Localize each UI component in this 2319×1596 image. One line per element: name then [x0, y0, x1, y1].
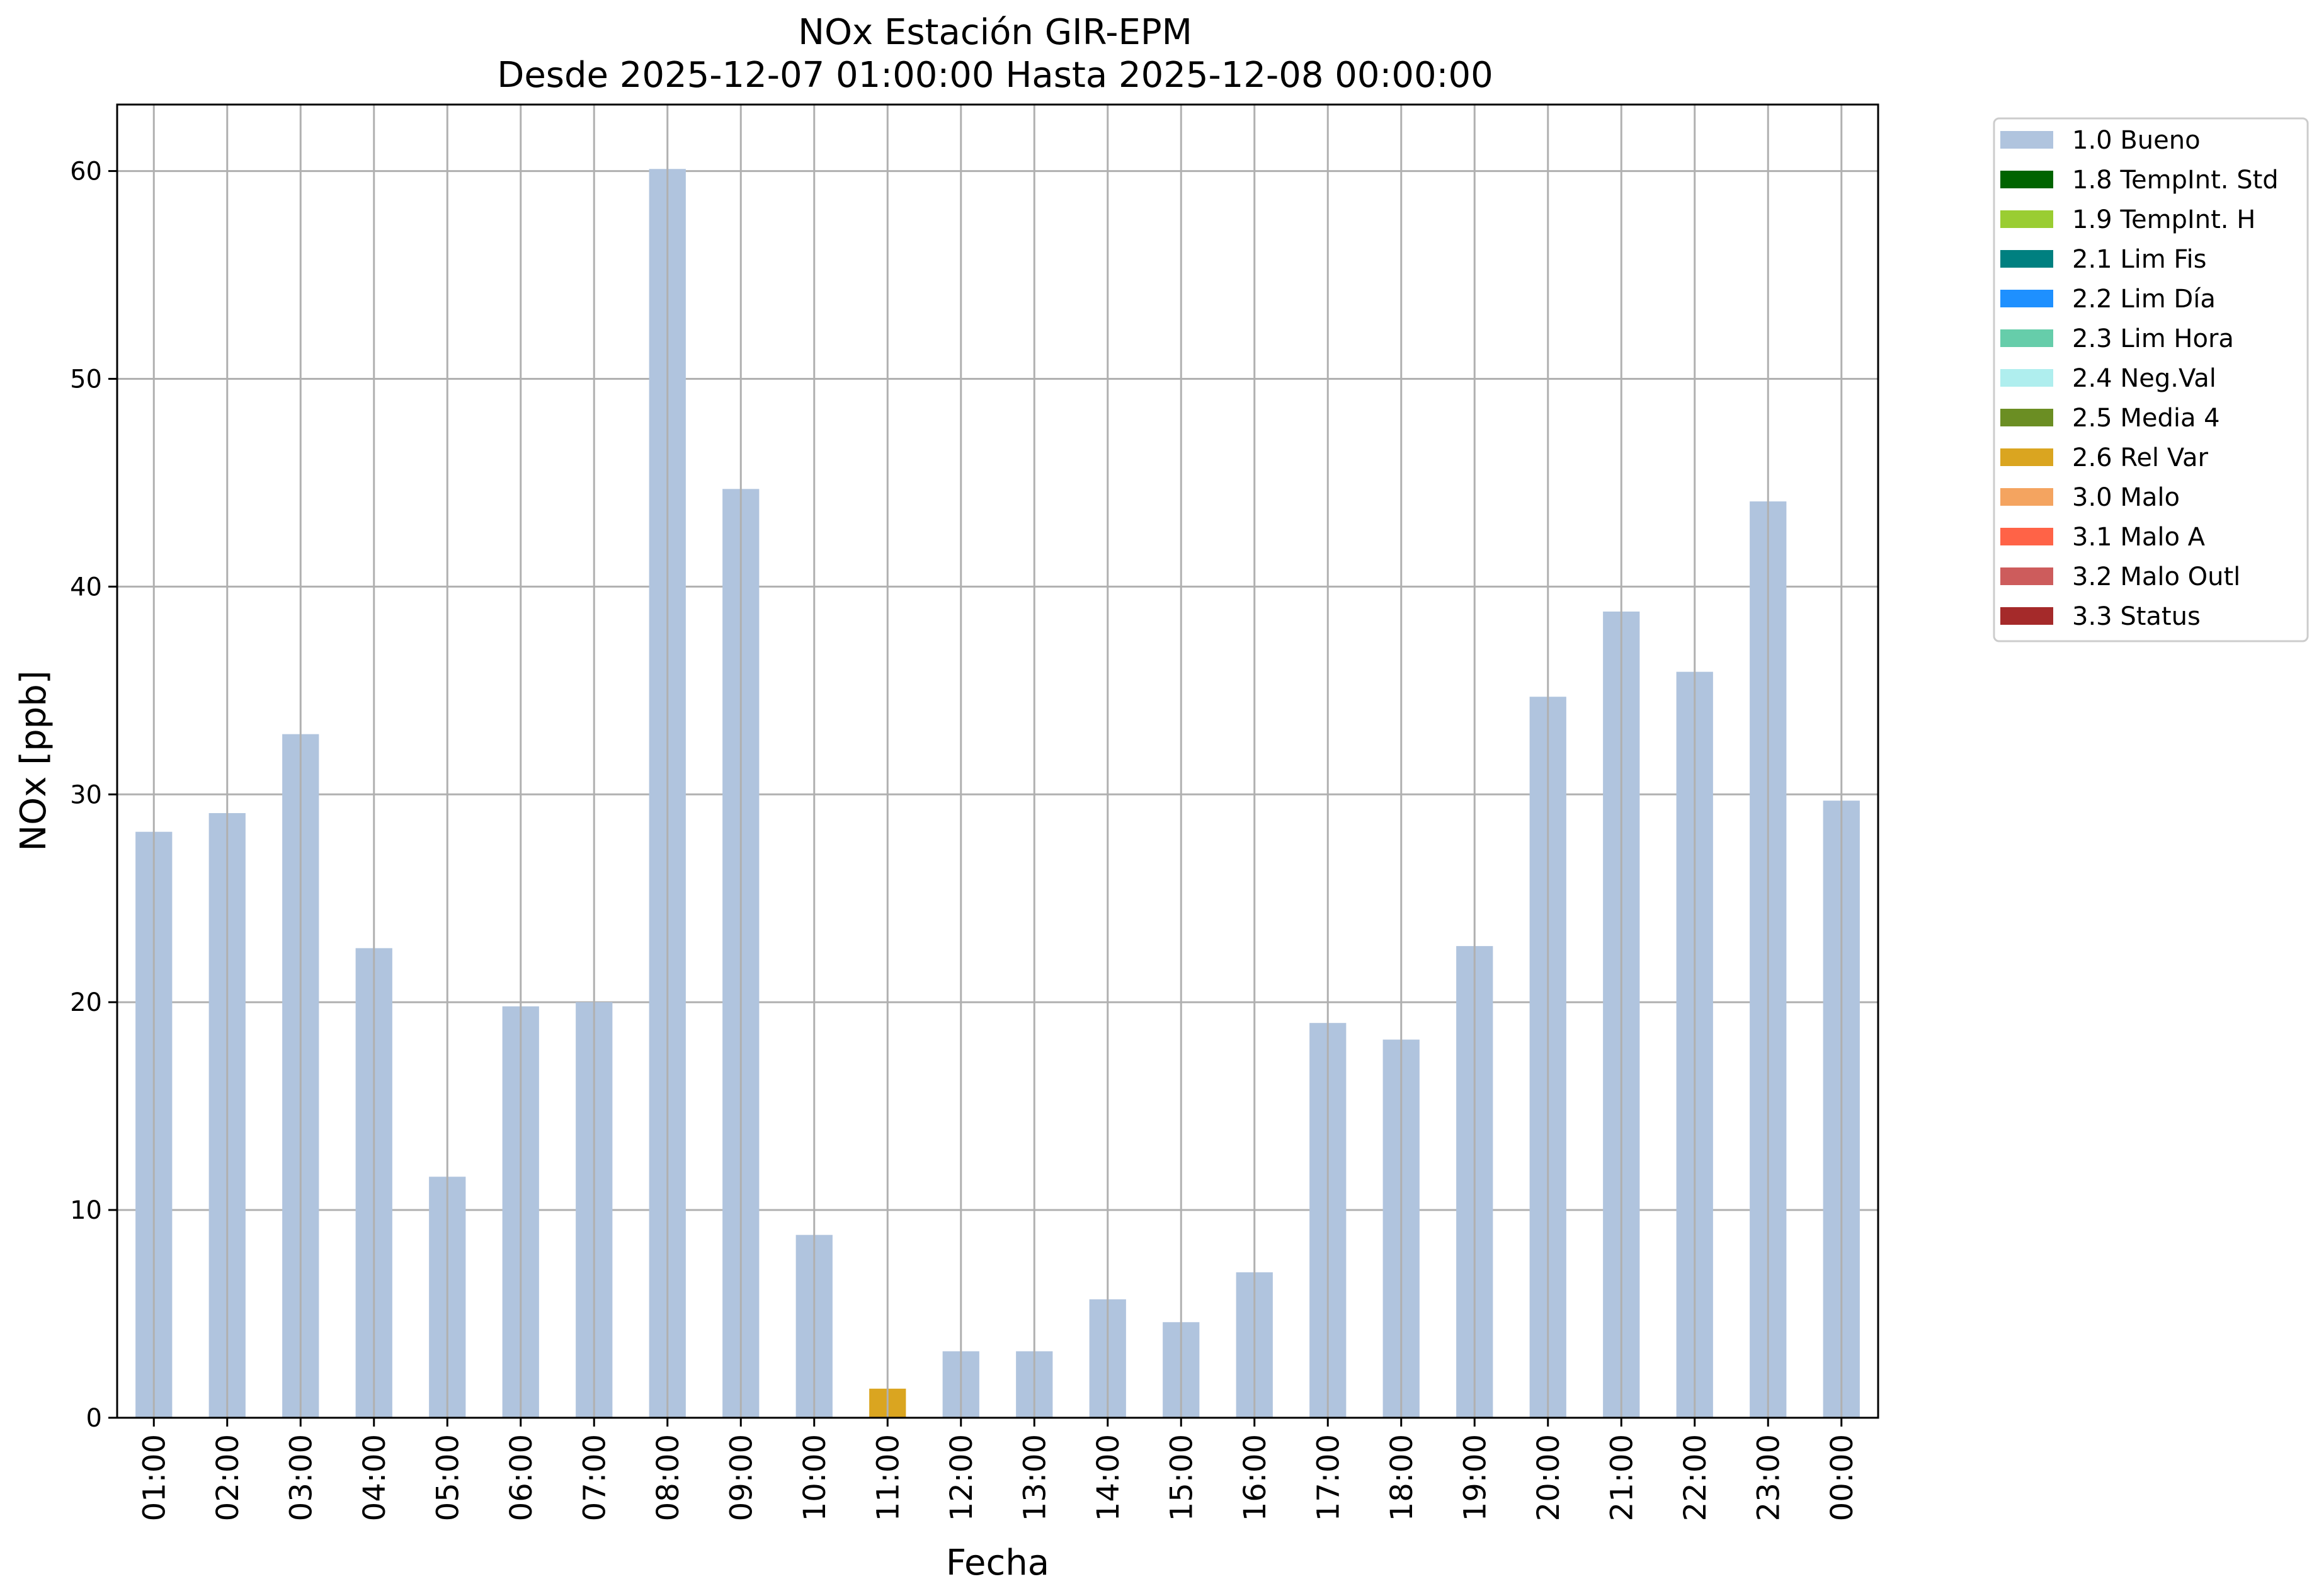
x-tick-label: 07:00: [577, 1434, 612, 1521]
x-tick-label: 11:00: [870, 1434, 906, 1521]
legend: 1.0 Bueno 1.8 TempInt. Std 1.9 TempInt. H 2…: [1993, 117, 2309, 642]
x-tick-label: 19:00: [1457, 1434, 1493, 1521]
legend-swatch: [2000, 171, 2053, 188]
chart-title: NOx Estación GIR-EPM: [798, 12, 1192, 53]
x-tick-label: 15:00: [1164, 1434, 1199, 1521]
chart-subtitle: Desde 2025-12-07 01:00:00 Hasta 2025-12-…: [497, 55, 1493, 96]
legend-label: 2.2 Lim Día: [2072, 285, 2216, 314]
y-tick-label: 40: [70, 573, 102, 601]
legend-label: 2.5 Media 4: [2072, 404, 2220, 433]
y-axis-ticks: 0 10 20 30 40 50 60: [70, 157, 117, 1433]
legend-label: 2.6 Rel Var: [2072, 443, 2209, 472]
legend-label: 3.2 Malo Outl: [2072, 562, 2240, 591]
y-tick-label: 10: [70, 1196, 102, 1225]
x-tick-label: 14:00: [1091, 1434, 1126, 1521]
x-tick-label: 01:00: [137, 1434, 172, 1521]
legend-label: 2.4 Neg.Val: [2072, 364, 2216, 393]
legend-entries: 1.0 Bueno 1.8 TempInt. Std 1.9 TempInt. H 2…: [2000, 126, 2279, 631]
legend-swatch: [2000, 369, 2053, 387]
legend-swatch: [2000, 409, 2053, 426]
legend-swatch: [2000, 290, 2053, 307]
x-tick-label: 13:00: [1017, 1434, 1052, 1521]
x-tick-label: 05:00: [430, 1434, 465, 1521]
x-tick-label: 20:00: [1531, 1434, 1566, 1521]
legend-frame: [1993, 117, 2309, 642]
legend-label: 1.0 Bueno: [2072, 126, 2201, 155]
x-tick-label: 16:00: [1238, 1434, 1273, 1521]
grid-lines: [117, 170, 1878, 1419]
x-tick-label: 04:00: [357, 1434, 392, 1521]
legend-swatch: [2000, 329, 2053, 347]
legend-label: 2.1 Lim Fis: [2072, 245, 2206, 274]
x-tick-label: 06:00: [504, 1434, 539, 1521]
legend-swatch: [2000, 448, 2053, 466]
x-tick-label: 02:00: [210, 1434, 246, 1521]
x-tick-label: 12:00: [944, 1434, 979, 1521]
legend-swatch: [2000, 528, 2053, 545]
y-tick-label: 0: [86, 1404, 102, 1433]
y-tick-label: 30: [70, 780, 102, 809]
legend-label: 1.8 TempInt. Std: [2072, 166, 2279, 195]
x-tick-label: 03:00: [283, 1434, 319, 1521]
legend-label: 3.3 Status: [2072, 602, 2201, 631]
y-tick-label: 50: [70, 365, 102, 394]
legend-swatch: [2000, 607, 2053, 625]
legend-swatch: [2000, 131, 2053, 149]
x-tick-label: 10:00: [797, 1434, 833, 1521]
y-tick-label: 60: [70, 157, 102, 186]
legend-swatch: [2000, 210, 2053, 228]
x-axis-ticks: 01:00 02:00 03:00 04:00 05:00 06:00 07:00 08:00…: [137, 1418, 1860, 1521]
x-tick-label: 00:00: [1825, 1434, 1860, 1521]
y-tick-label: 20: [70, 988, 102, 1017]
legend-label: 2.3 Lim Hora: [2072, 324, 2234, 353]
x-grid-lines: [152, 105, 1843, 1418]
x-tick-label: 08:00: [651, 1434, 686, 1521]
x-axis-label: Fecha: [946, 1542, 1049, 1583]
legend-label: 1.9 TempInt. H: [2072, 205, 2255, 234]
y-axis-label: NOx [ppb]: [13, 670, 54, 851]
legend-swatch: [2000, 250, 2053, 268]
legend-swatch: [2000, 488, 2053, 506]
x-tick-label: 23:00: [1751, 1434, 1786, 1521]
x-tick-label: 18:00: [1384, 1434, 1420, 1521]
legend-swatch: [2000, 567, 2053, 585]
x-tick-label: 09:00: [724, 1434, 759, 1521]
x-tick-label: 21:00: [1604, 1434, 1639, 1521]
plot-area-frame: [116, 103, 1879, 1419]
x-tick-label: 17:00: [1311, 1434, 1346, 1521]
x-tick-label: 22:00: [1678, 1434, 1713, 1521]
legend-label: 3.1 Malo A: [2072, 523, 2206, 552]
legend-label: 3.0 Malo: [2072, 483, 2180, 512]
